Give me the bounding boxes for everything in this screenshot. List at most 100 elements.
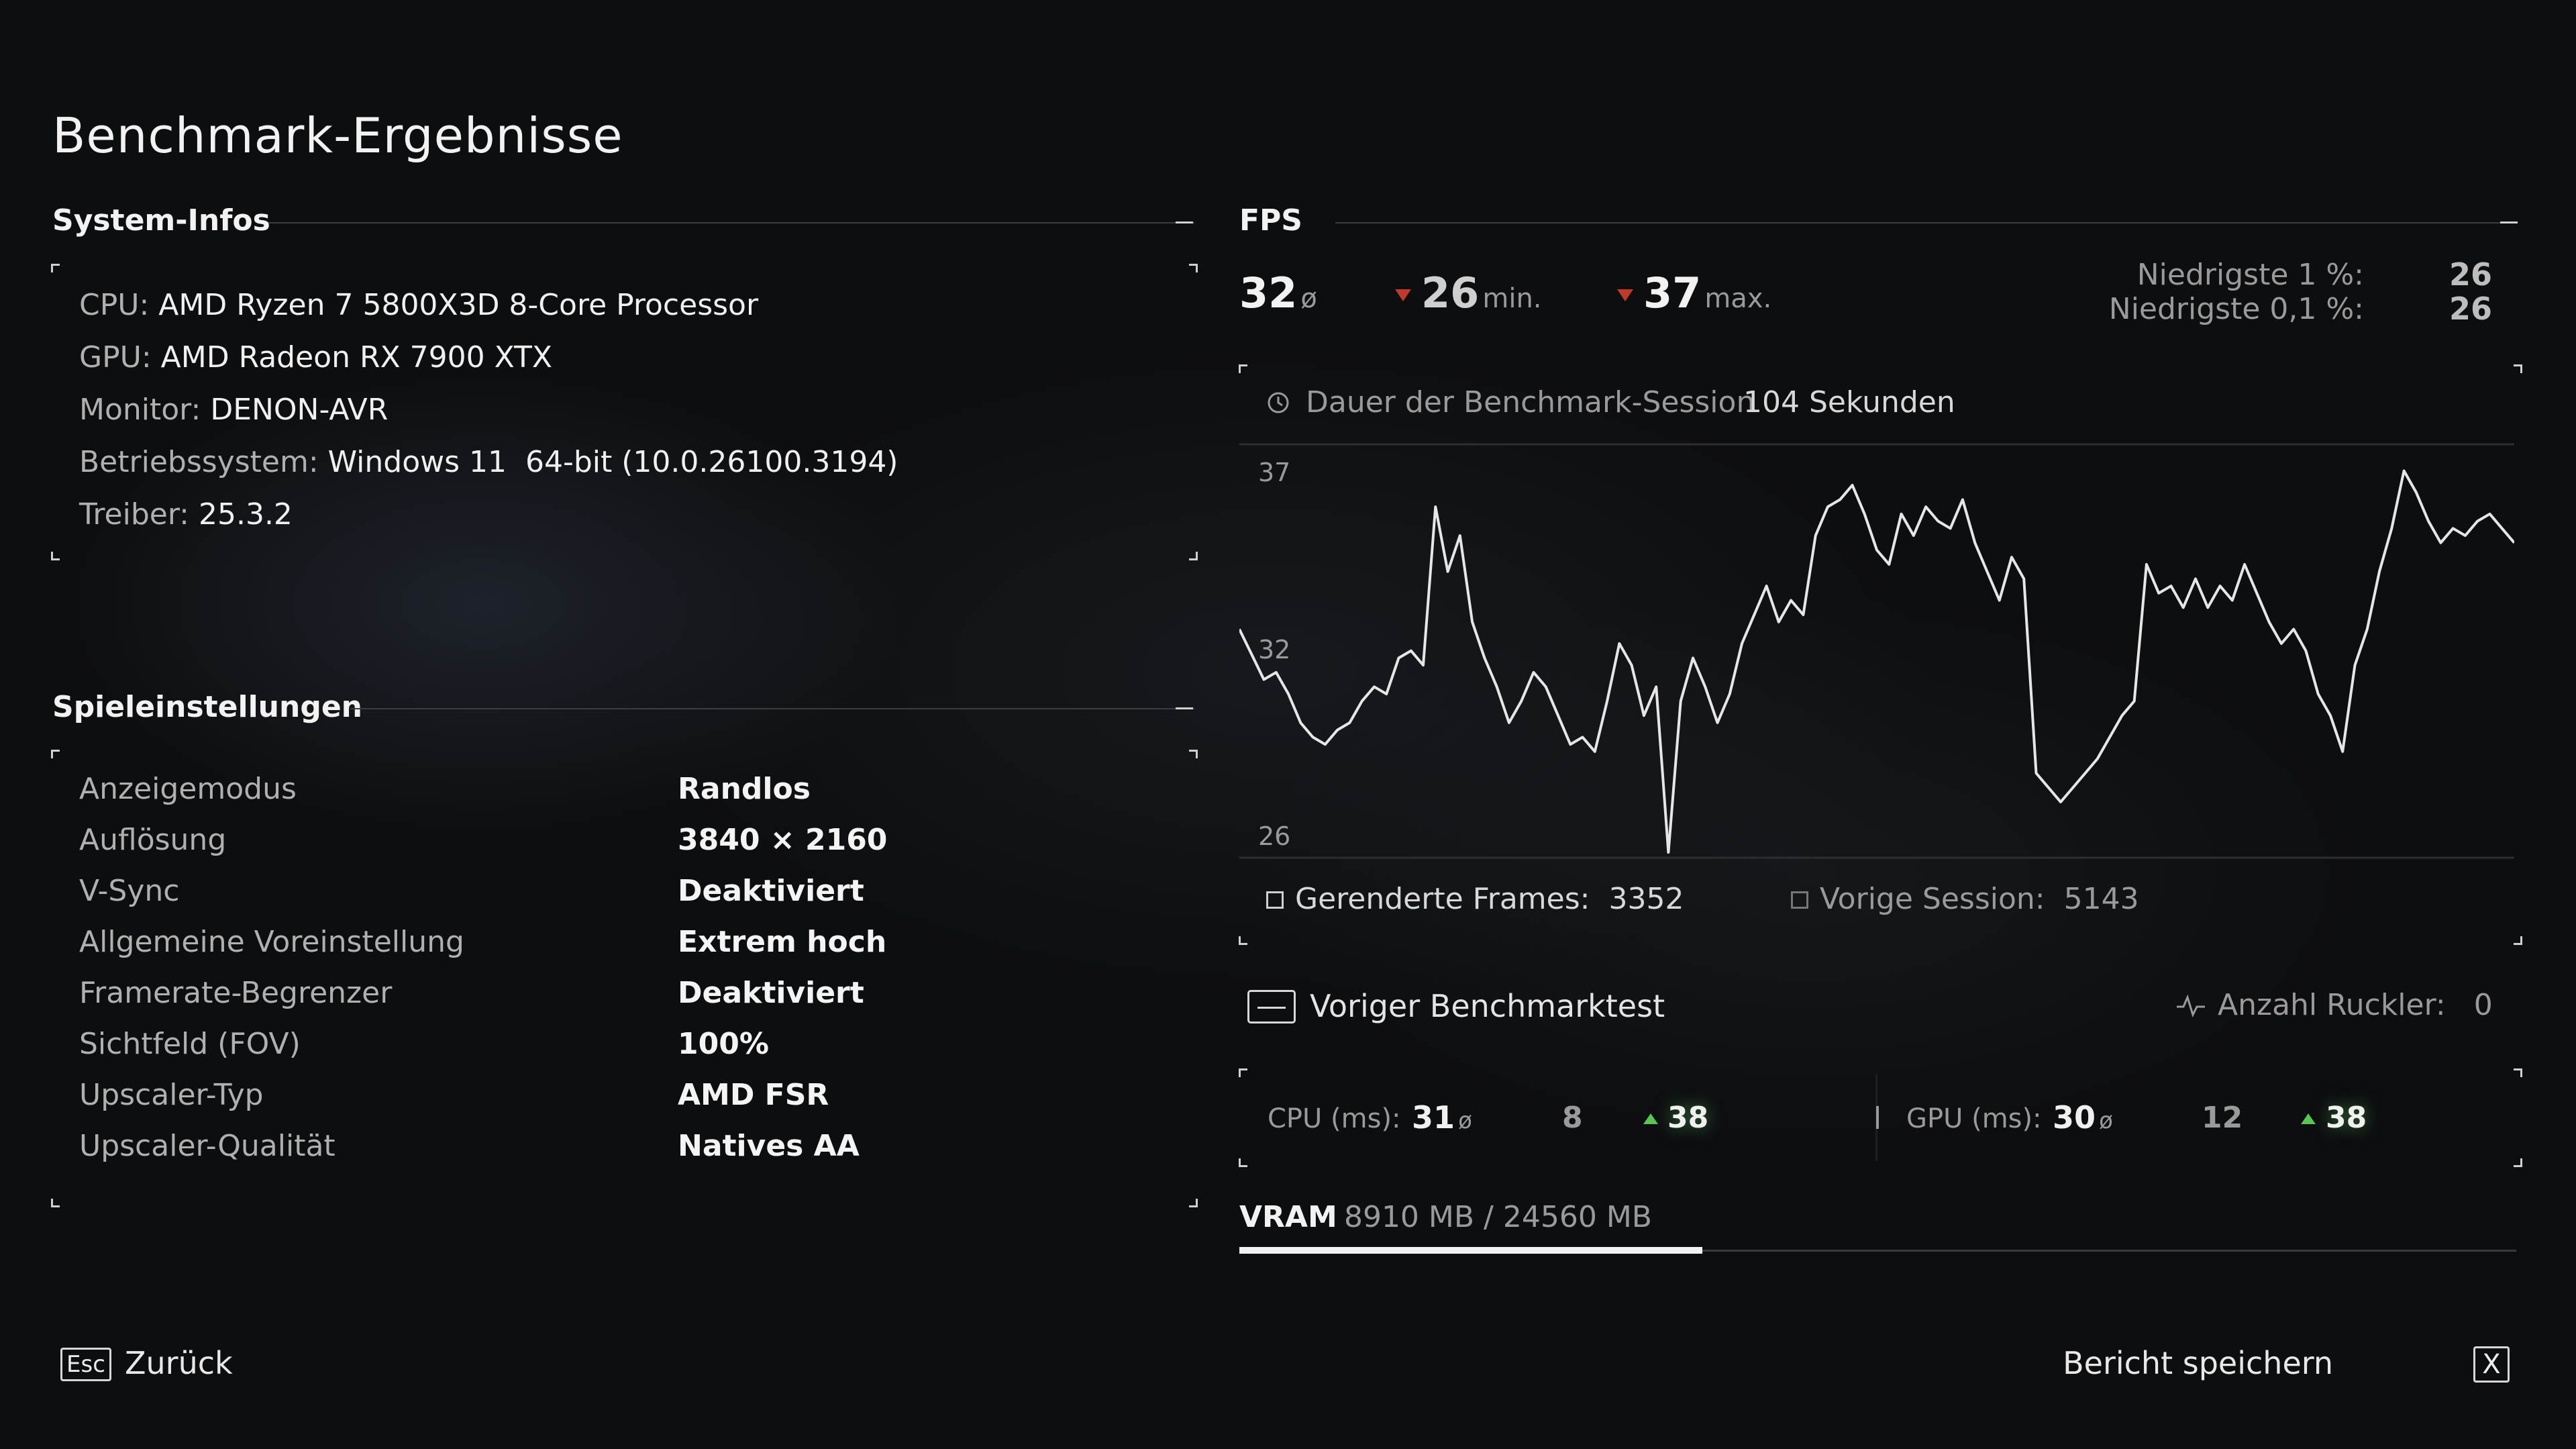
fps-series-line (1239, 469, 2514, 854)
setting-row-upscaler-type: Upscaler-Typ AMD FSR (79, 1078, 1153, 1129)
setting-row-fov: Sichtfeld (FOV) 100% (79, 1027, 1153, 1078)
setting-label: Anzeigemodus (79, 772, 297, 806)
system-info-value: AMD Radeon RX 7900 XTX (160, 340, 553, 374)
fps-min-value: 26 (1421, 268, 1480, 317)
system-info-row-driver: Treiber: 25.3.2 (79, 489, 898, 541)
x-key-icon[interactable]: X (2473, 1346, 2510, 1383)
system-info-row-gpu: GPU: AMD Radeon RX 7900 XTX (79, 332, 898, 384)
gpu-ms-average-value: 30 (2053, 1099, 2096, 1136)
average-symbol: ø (1300, 283, 1317, 314)
setting-label: V-Sync (79, 874, 180, 908)
rendered-frames-value: 3352 (1608, 882, 1684, 916)
average-symbol: ø (2099, 1107, 2113, 1134)
system-info-label: Betriebssystem: (79, 445, 319, 479)
system-info-label: Monitor: (79, 393, 201, 427)
lowest-01-percent-value: 26 (2449, 291, 2493, 327)
frame-corner (2514, 936, 2522, 945)
gpu-max-up-arrow-icon (2301, 1113, 2316, 1124)
frame-corner (2514, 1158, 2522, 1167)
cpu-ms-average: 31 ø (1412, 1099, 1472, 1136)
cpu-ms-max-value: 38 (1667, 1101, 1709, 1135)
gpu-ms-average: 30 ø (2053, 1099, 2113, 1136)
frame-corner (1239, 364, 1247, 373)
system-info-list: CPU: AMD Ryzen 7 5800X3D 8-Core Processo… (79, 279, 898, 541)
max-down-arrow-icon (1617, 289, 1633, 301)
clock-icon (1266, 391, 1290, 415)
game-settings-heading: Spieleinstellungen (52, 690, 362, 724)
previous-session: Vorige Session: 5143 (1820, 882, 2139, 916)
fps-min-label: min. (1482, 283, 1542, 314)
frame-corner (1239, 1068, 1247, 1077)
previous-session-checkbox-icon (1791, 891, 1808, 909)
setting-value: 100% (678, 1027, 769, 1061)
fps-heading: FPS (1239, 203, 1302, 238)
page-title: Benchmark-Ergebnisse (52, 107, 623, 164)
rendered-frames-checkbox-icon (1266, 891, 1284, 909)
previous-benchmark-icon[interactable] (1247, 990, 1296, 1023)
fps-average: 32 ø (1239, 268, 1317, 317)
rendered-frames-label: Gerenderte Frames: (1295, 882, 1590, 916)
setting-label: Framerate-Begrenzer (79, 976, 393, 1010)
pulse-icon (2175, 992, 2206, 1019)
setting-label: Upscaler-Qualität (79, 1129, 336, 1163)
vram-readout: VRAM 8910 MB / 24560 MB (1239, 1200, 1652, 1234)
y-tick-label-mid: 32 (1258, 635, 1290, 664)
gpu-ms-min-value: 12 (2202, 1101, 2243, 1135)
cpu-ms-label: CPU (ms): (1268, 1103, 1401, 1134)
lowest-01-percent-label: Niedrigste 0,1 %: (2108, 292, 2364, 326)
system-info-row-os: Betriebssystem: Windows 11 64-bit (10.0.… (79, 436, 898, 489)
previous-benchmark-label[interactable]: Voriger Benchmarktest (1310, 988, 1665, 1024)
frame-corner (51, 552, 60, 560)
previous-session-value: 5143 (2063, 882, 2139, 916)
duration-value: 104 Sekunden (1743, 385, 1955, 419)
setting-value: Deaktiviert (678, 976, 864, 1010)
setting-value: AMD FSR (678, 1078, 829, 1112)
y-tick-label-max: 37 (1258, 458, 1290, 487)
system-info-row-cpu: CPU: AMD Ryzen 7 5800X3D 8-Core Processo… (79, 279, 898, 332)
duration-label: Dauer der Benchmark-Session (1306, 385, 1755, 419)
setting-label: Auflösung (79, 823, 227, 857)
fps-rule (1335, 222, 2516, 223)
min-down-arrow-icon (1395, 289, 1411, 301)
vram-label: VRAM (1239, 1200, 1337, 1234)
stutter-count-value: 0 (2473, 988, 2493, 1022)
fps-max-label: max. (1704, 283, 1772, 314)
back-button[interactable]: Zurück (125, 1345, 233, 1381)
system-info-rule (268, 222, 1194, 223)
frame-corner (1189, 1199, 1198, 1207)
vram-bar-fill (1239, 1247, 1702, 1254)
stutter-count: Anzahl Ruckler: 0 (2218, 988, 2493, 1022)
system-info-value: DENON-AVR (210, 393, 389, 427)
setting-row-preset: Allgemeine Voreinstellung Extrem hoch (79, 925, 1153, 976)
setting-label: Upscaler-Typ (79, 1078, 264, 1112)
save-report-button[interactable]: Bericht speichern (2063, 1345, 2333, 1381)
setting-row-upscaler-quality: Upscaler-Qualität Natives AA (79, 1129, 1153, 1180)
frame-corner (1189, 750, 1198, 758)
setting-label: Sichtfeld (FOV) (79, 1027, 301, 1061)
setting-value: Natives AA (678, 1129, 860, 1163)
fps-dash (2500, 221, 2518, 223)
game-settings-dash (1176, 707, 1193, 709)
previous-session-label: Vorige Session: (1820, 882, 2045, 916)
frame-corner (1239, 1158, 1247, 1167)
setting-row-framerate-limiter: Framerate-Begrenzer Deaktiviert (79, 976, 1153, 1027)
system-info-heading: System-Infos (52, 203, 270, 238)
average-symbol: ø (1458, 1107, 1472, 1134)
system-info-label: GPU: (79, 340, 152, 374)
system-info-label: Treiber: (79, 497, 189, 532)
esc-key-icon[interactable]: Esc (60, 1348, 111, 1381)
fps-max: 37 max. (1643, 268, 1771, 317)
frame-corner (1189, 552, 1198, 560)
fps-line-chart: 37 32 26 (1239, 443, 2514, 859)
system-info-value: 25.3.2 (198, 497, 293, 532)
system-info-row-monitor: Monitor: DENON-AVR (79, 384, 898, 436)
timing-separator-mark (1876, 1106, 1879, 1129)
system-info-dash (1176, 221, 1193, 223)
cpu-max-up-arrow-icon (1643, 1113, 1658, 1124)
system-info-value: AMD Ryzen 7 5800X3D 8-Core Processor (158, 288, 759, 322)
y-tick-label-min: 26 (1258, 821, 1290, 851)
stutter-count-label: Anzahl Ruckler: (2218, 988, 2446, 1022)
gpu-ms-max-value: 38 (2326, 1101, 2367, 1135)
setting-row-resolution: Auflösung 3840 × 2160 (79, 823, 1153, 874)
setting-value: Deaktiviert (678, 874, 864, 908)
